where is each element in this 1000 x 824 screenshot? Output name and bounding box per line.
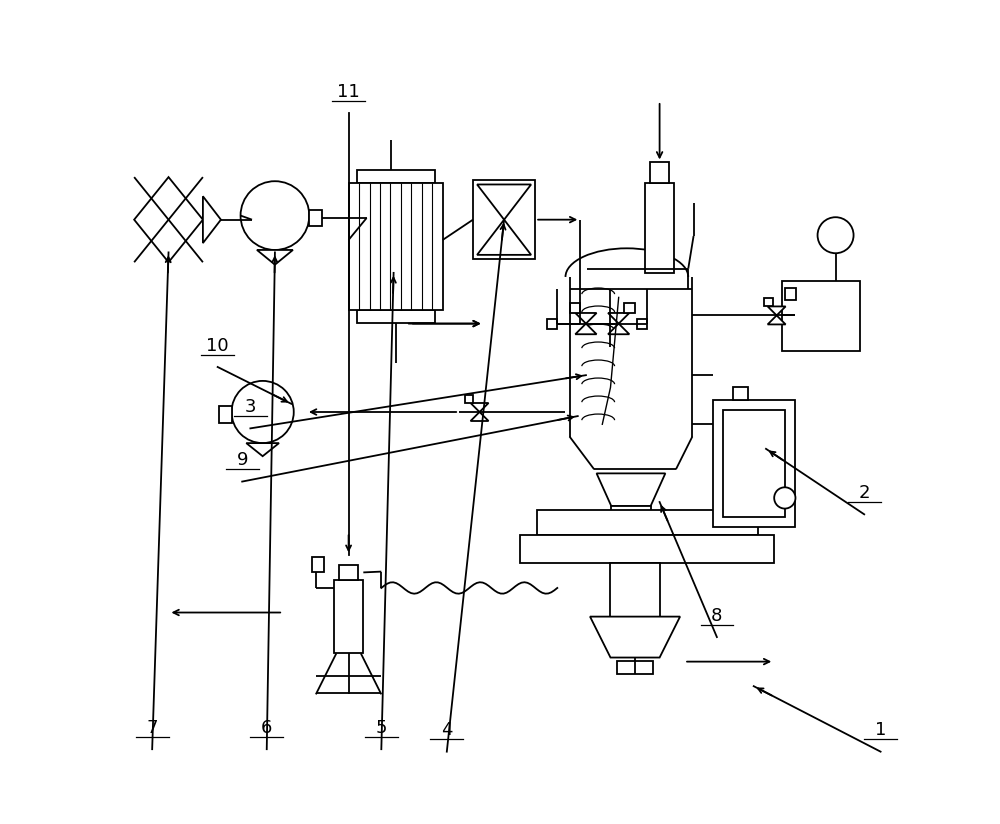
Polygon shape — [477, 220, 531, 255]
Text: 2: 2 — [858, 484, 870, 502]
Bar — [650, 162, 669, 183]
Bar — [357, 310, 435, 323]
Bar — [309, 210, 322, 227]
Polygon shape — [590, 616, 680, 658]
Text: 9: 9 — [236, 452, 248, 470]
Text: 7: 7 — [146, 719, 158, 737]
Bar — [617, 661, 653, 674]
Polygon shape — [203, 196, 221, 243]
Text: 10: 10 — [206, 337, 229, 354]
Bar — [339, 565, 358, 580]
Bar — [537, 510, 758, 535]
Bar — [349, 183, 443, 310]
Bar — [465, 395, 473, 403]
Polygon shape — [471, 403, 489, 412]
Circle shape — [241, 181, 309, 250]
Bar — [312, 557, 324, 572]
Polygon shape — [768, 307, 786, 316]
Bar — [624, 303, 635, 313]
Polygon shape — [768, 316, 786, 325]
Bar — [785, 288, 796, 300]
Bar — [782, 281, 860, 351]
Text: 6: 6 — [261, 719, 272, 737]
Polygon shape — [597, 473, 665, 506]
Circle shape — [818, 218, 854, 253]
Bar — [473, 180, 535, 259]
Bar — [219, 406, 232, 423]
Bar — [723, 410, 785, 517]
Polygon shape — [608, 313, 629, 324]
Polygon shape — [575, 324, 597, 335]
Bar — [547, 319, 557, 329]
Text: 11: 11 — [337, 83, 360, 101]
Text: 4: 4 — [441, 721, 453, 739]
Bar — [334, 580, 363, 653]
Bar — [570, 303, 580, 313]
Polygon shape — [575, 313, 597, 324]
Polygon shape — [134, 177, 203, 262]
Polygon shape — [471, 412, 489, 421]
Bar — [520, 535, 774, 564]
Text: 3: 3 — [245, 398, 256, 416]
Text: 8: 8 — [711, 606, 723, 625]
Bar — [357, 170, 435, 183]
Bar — [645, 183, 674, 273]
Bar — [733, 386, 748, 400]
Bar — [764, 298, 773, 307]
Polygon shape — [246, 443, 279, 456]
Bar — [637, 319, 647, 329]
Text: 1: 1 — [875, 721, 886, 739]
Bar — [610, 564, 660, 616]
Bar — [713, 400, 795, 527]
Circle shape — [774, 487, 795, 508]
Polygon shape — [257, 250, 293, 265]
Text: 5: 5 — [376, 719, 387, 737]
Polygon shape — [608, 324, 629, 335]
Circle shape — [232, 381, 294, 443]
Polygon shape — [477, 185, 531, 220]
Bar — [611, 506, 651, 531]
